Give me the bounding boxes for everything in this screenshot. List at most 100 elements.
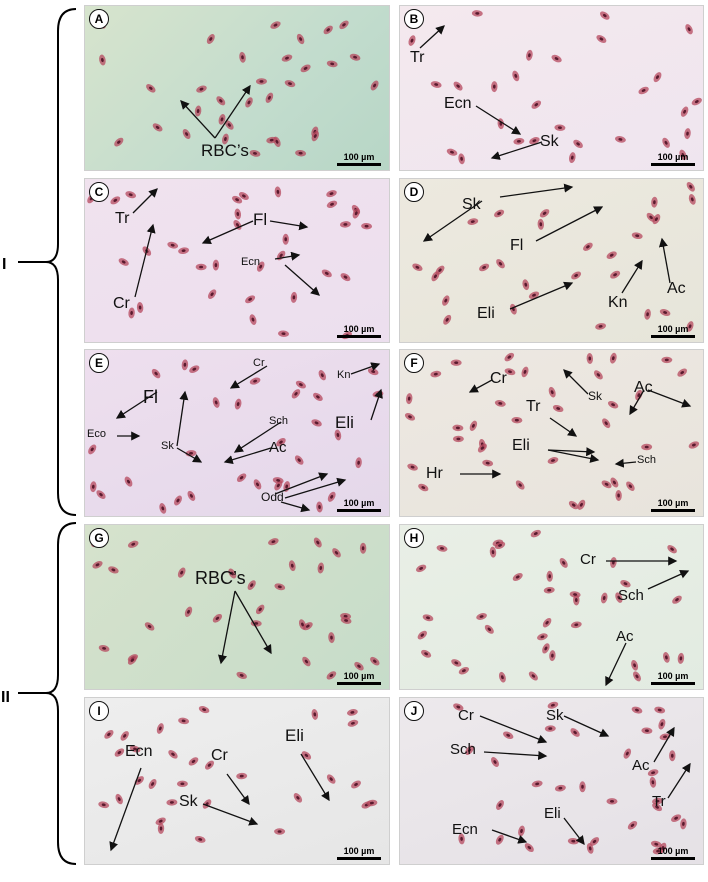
rbc-cell: [359, 542, 367, 554]
rbc-cell: [340, 273, 351, 282]
rbc-cell: [216, 96, 226, 106]
micrograph-panel-c: C Tr Fl Ecn Cr 100 µm: [84, 178, 390, 343]
rbc-cell: [295, 149, 307, 157]
rbc-cell: [182, 128, 191, 140]
rbc-field: [87, 186, 373, 340]
rbc-cell: [606, 798, 618, 805]
rbc-cell: [530, 529, 541, 538]
rbc-cell: [471, 10, 483, 17]
rbc-field: [453, 701, 687, 855]
rbc-cell: [181, 359, 189, 371]
rbc-cell: [596, 35, 607, 43]
rbc-cell: [178, 247, 190, 254]
rbc-cell: [650, 840, 662, 848]
rbc-field: [412, 181, 696, 332]
rbc-cell: [641, 727, 653, 734]
rbc-cell: [662, 137, 670, 148]
rbc-cell: [567, 837, 579, 845]
rbc-cell: [522, 279, 530, 291]
rbc-cell: [544, 725, 556, 732]
rbc-cell: [497, 118, 505, 130]
rbc-cell: [442, 295, 450, 306]
rbc-cell: [688, 194, 696, 205]
group-i-brace: [18, 8, 77, 516]
rbc-cell: [418, 483, 429, 492]
rbc-cell: [627, 820, 638, 830]
rbc-cell: [602, 418, 611, 429]
rbc-cell: [623, 748, 632, 759]
rbc-cell: [125, 191, 137, 199]
rbc-cell: [128, 307, 135, 319]
rbc-cell: [467, 218, 479, 225]
rbc-cell: [328, 632, 335, 644]
rbc-cell: [496, 259, 505, 269]
rbc-cell: [268, 538, 279, 546]
group-ii-brace: [18, 522, 77, 865]
micrograph-panel-h: H Cr Sch Ac 100 µm: [399, 524, 704, 690]
rbc-cell: [202, 799, 212, 809]
rbc-cell: [610, 557, 617, 568]
annotation-fl: Fl: [143, 387, 158, 407]
rbc-cell: [615, 592, 623, 603]
rbc-cell: [332, 548, 341, 558]
annotation-eli: Eli: [285, 726, 304, 745]
rbc-cell: [92, 561, 103, 569]
rbc-cell: [513, 138, 525, 145]
rbc-cell: [114, 137, 124, 147]
rbc-cell: [686, 321, 694, 332]
rbc-cell: [152, 123, 163, 132]
rbc-cell: [539, 209, 550, 218]
rbc-cell: [453, 81, 463, 91]
rbc-cell: [515, 480, 525, 490]
scale-bar: 100 µm: [337, 324, 381, 338]
rbc-cell: [224, 120, 234, 130]
rbc-cell: [90, 481, 97, 493]
rbc-cell: [495, 834, 504, 845]
annotation-cr: Cr: [113, 295, 130, 312]
rbc-cell: [296, 33, 305, 45]
scale-bar-text: 100 µm: [343, 152, 375, 162]
rbc-cell: [167, 241, 179, 249]
rbc-cell: [524, 843, 534, 853]
rbc-field: [404, 352, 700, 510]
rbc-cell: [281, 54, 293, 62]
rbc-cell: [436, 545, 448, 552]
scale-bar: 100 µm: [337, 152, 381, 166]
rbc-cell: [321, 269, 332, 278]
rbc-cell: [615, 490, 622, 501]
rbc-cell: [98, 801, 110, 809]
rbc-cell: [361, 222, 373, 230]
annotation-sch: Sch: [269, 415, 288, 427]
rbc-cell: [644, 308, 651, 320]
annotation-tr: Tr: [115, 210, 130, 227]
rbc-cell: [412, 263, 423, 272]
rbc-cell: [677, 368, 688, 377]
rbc-cell: [349, 53, 361, 61]
rbc-cell: [256, 261, 265, 272]
scale-bar-text: 100 µm: [343, 498, 375, 508]
rbc-cell: [626, 481, 635, 491]
rbc-cell: [404, 412, 416, 421]
rbc-cell: [479, 263, 490, 272]
scale-bar: 100 µm: [337, 498, 381, 512]
scale-bar-text: 100 µm: [343, 324, 375, 334]
scale-bar-text: 100 µm: [657, 671, 689, 681]
annotation-cr: Cr: [211, 747, 228, 764]
annotation-eco: Eco: [87, 428, 106, 440]
annotation-sch: Sch: [637, 454, 656, 466]
rbc-cell: [659, 733, 671, 741]
rbc-field: [98, 706, 378, 843]
rbc-cell: [174, 495, 182, 506]
annotation-cr: Cr: [580, 551, 596, 568]
rbc-cell: [452, 435, 464, 443]
rbc-cell: [496, 800, 504, 810]
rbc-cell: [528, 671, 538, 681]
annotation-ac: Ac: [632, 757, 650, 774]
rbc-cell: [407, 463, 418, 471]
rbc-cell: [601, 480, 612, 489]
rbc-cell: [417, 630, 427, 640]
rbc-cell: [313, 537, 322, 548]
scale-bar-text: 100 µm: [657, 324, 689, 334]
rbc-cell: [610, 270, 621, 279]
scale-bar: 100 µm: [651, 152, 695, 166]
